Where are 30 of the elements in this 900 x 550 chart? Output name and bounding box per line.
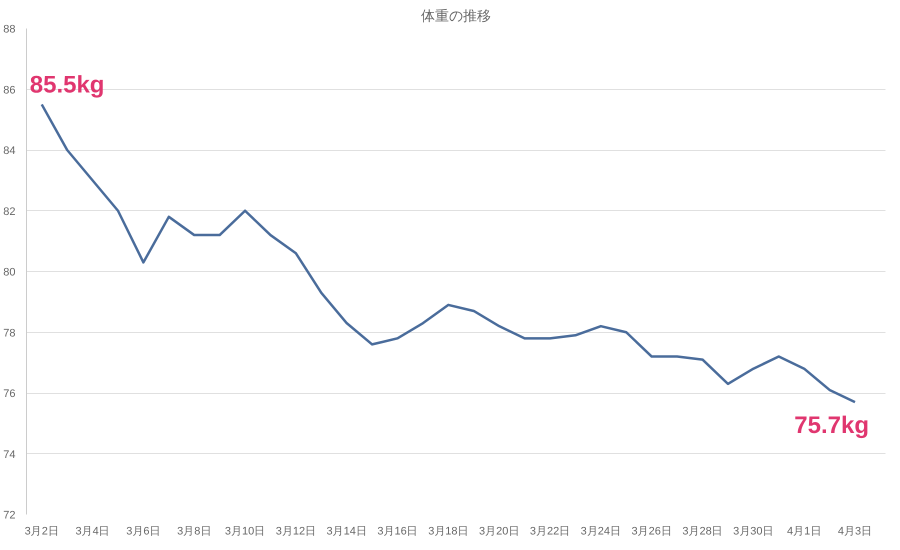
x-tick-label: 3月14日 [326, 526, 367, 538]
x-tick-label: 3月22日 [530, 526, 570, 538]
y-tick-label: 86 [3, 84, 16, 96]
annotation: 85.5kg [30, 71, 104, 98]
x-tick-label: 3月10日 [224, 526, 266, 538]
y-tick-label: 80 [3, 266, 16, 278]
y-tick-label: 74 [3, 448, 16, 461]
y-tick-label: 82 [3, 206, 16, 218]
x-tick-label: 4月3日 [838, 526, 872, 538]
y-tick-label: 84 [3, 145, 16, 157]
x-tick-label: 3月24日 [580, 526, 622, 538]
y-tick-label: 78 [3, 327, 16, 340]
chart-title: 体重の推移 [421, 8, 491, 24]
x-tick-label: 3月26日 [632, 526, 672, 538]
x-tick-label: 3月20日 [479, 526, 520, 538]
x-tick-label: 3月8日 [177, 526, 212, 538]
x-tick-label: 3月18日 [428, 526, 469, 538]
x-tick-label: 4月1日 [787, 526, 822, 538]
y-tick-label: 72 [3, 510, 16, 522]
x-tick-label: 3月16日 [377, 526, 418, 538]
y-tick-label: 76 [3, 388, 16, 400]
x-tick-label: 3月2日 [24, 526, 59, 538]
annotation: 75.7kg [794, 412, 870, 440]
x-tick-label: 3月30日 [733, 526, 774, 538]
x-tick-label: 3月4日 [75, 526, 110, 538]
line-series [40, 103, 856, 404]
y-tick-label: 88 [3, 24, 16, 36]
x-tick-label: 3月12日 [276, 526, 316, 538]
x-tick-label: 3月6日 [126, 526, 161, 538]
x-tick-label: 3月28日 [682, 526, 723, 538]
